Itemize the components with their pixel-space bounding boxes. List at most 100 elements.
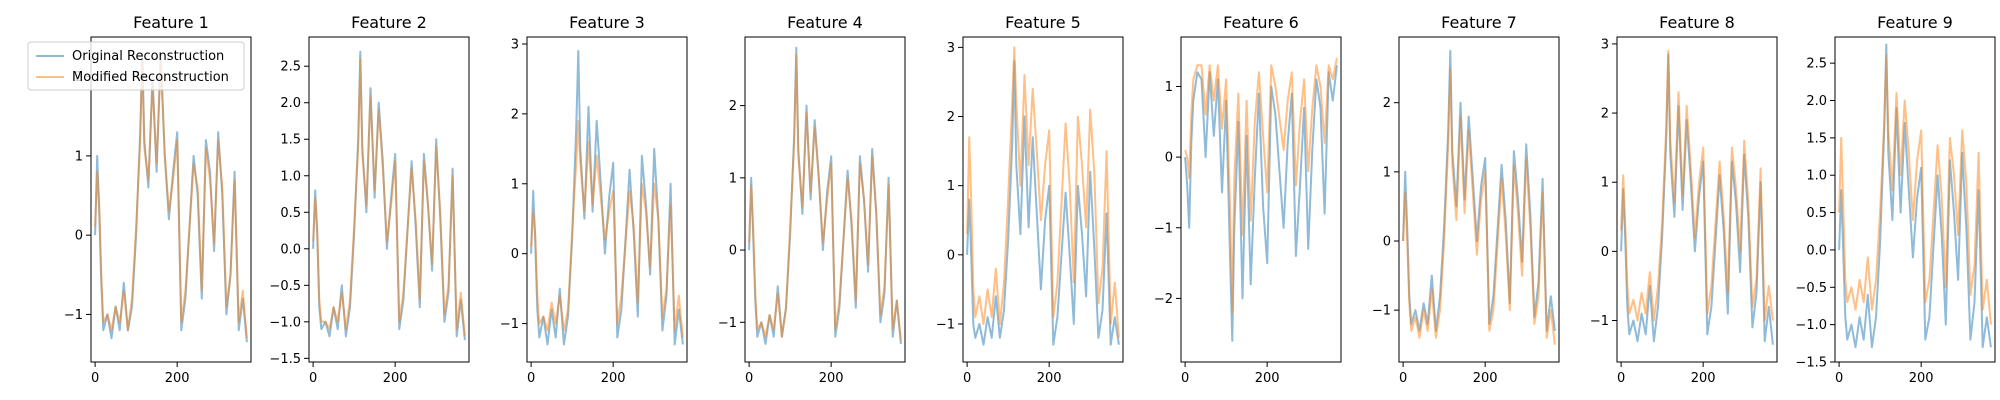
series-line-modified [1620,49,1774,322]
y-tick-label: −1 [500,317,519,332]
y-tick-label: 2 [947,110,955,125]
x-tick-label: 0 [963,371,971,386]
panel-2: 0 200 −1.5 −1.0 −0.5 0.0 0.5 1.0 1.5 2.0 2.5 Featur… [269,13,470,386]
plot-area [1399,37,1559,362]
y-tick-label: −1 [718,316,737,331]
panel-6: 0 200 −2 −1 0 1 Feature 6 [1154,13,1342,386]
x-tick-label: 0 [1399,371,1407,386]
y-tick-label: −1.5 [1795,356,1827,371]
axes-frame [90,36,252,363]
y-tick-label: −1.0 [269,315,301,330]
x-tick-label: 200 [165,371,190,386]
y-tick-label: 2.0 [1806,94,1827,109]
series-line-modified [94,59,248,339]
panel-title: Feature 3 [569,13,645,32]
legend: Original Reconstruction Modified Reconst… [27,41,245,91]
y-tick-label: 1 [947,179,955,194]
y-tick-label: 3 [511,37,519,52]
panel-title: Feature 6 [1223,13,1299,32]
y-tick-label: −0.5 [1795,281,1827,296]
series-line-modified [1184,58,1338,314]
axes-frame [308,36,470,363]
y-tick-label: 0 [729,244,737,259]
y-tick-label: 1.0 [280,169,301,184]
y-tick-label: 1.0 [1806,169,1827,184]
panel-5: 0 200 −1 0 1 2 3 Feature 5 [936,13,1124,386]
series-line-modified [530,119,684,338]
y-tick-label: 2.5 [280,60,301,75]
x-tick-label: 200 [819,371,844,386]
y-tick-label: 0 [947,248,955,263]
y-tick-label: 0.5 [280,206,301,221]
panel-title: Feature 7 [1441,13,1517,32]
y-tick-label: 2.0 [280,96,301,111]
series-line-original [1838,43,1992,349]
y-tick-label: 2 [729,99,737,114]
series-line-original [966,60,1120,346]
y-tick-label: 0 [1383,234,1391,249]
y-tick-label: −1 [1154,221,1173,236]
y-tick-label: 2 [1601,107,1609,122]
axes-frame [1616,36,1778,363]
panel-title: Feature 1 [133,13,209,32]
panel-title: Feature 8 [1659,13,1735,32]
x-tick-label: 0 [745,371,753,386]
panel-title: Feature 9 [1877,13,1953,32]
axes-frame [962,36,1124,363]
panel-9: 0 200 −1.5 −1.0 −0.5 0.0 0.5 1.0 1.5 2.0 2.5 Featur… [1795,13,1996,386]
panel-title: Feature 2 [351,13,427,32]
x-tick-label: 200 [1255,371,1280,386]
y-tick-label: 2.5 [1806,57,1827,72]
series-line-modified [748,54,902,341]
panel-4: 0 200 −1 0 1 2 Feature 4 [718,13,906,386]
y-tick-label: 1 [1165,80,1173,95]
axes-frame [526,36,688,363]
x-tick-label: 0 [309,371,317,386]
y-tick-label: 2 [511,107,519,122]
y-tick-label: −1.5 [269,352,301,367]
plot-area [745,37,905,362]
x-tick-label: 200 [1037,371,1062,386]
y-tick-label: 1.5 [1806,131,1827,146]
x-tick-label: 0 [1835,371,1843,386]
x-tick-label: 0 [527,371,535,386]
series-line-original [1184,65,1338,342]
y-tick-label: 0 [75,229,83,244]
x-tick-label: 0 [1617,371,1625,386]
y-tick-label: 1 [511,177,519,192]
y-tick-label: −1 [1590,314,1609,329]
y-tick-label: 1.5 [280,133,301,148]
y-tick-label: 1 [1383,165,1391,180]
y-tick-label: −1 [936,317,955,332]
x-tick-label: 200 [1691,371,1716,386]
x-tick-label: 200 [1909,371,1934,386]
legend-label-modified: Modified Reconstruction [72,70,229,85]
panel-7: 0 200 −1 0 1 2 Feature 7 [1372,13,1560,386]
legend-label-original: Original Reconstruction [72,49,224,64]
y-tick-label: 0.5 [1806,206,1827,221]
panel-3: 0 200 −1 0 1 2 3 Feature 3 [500,13,688,386]
x-tick-label: 0 [1181,371,1189,386]
y-tick-label: 1 [75,149,83,164]
y-tick-label: 0.0 [1806,243,1827,258]
series-line-modified [1838,54,1992,325]
plot-area [309,37,469,362]
y-tick-label: −0.5 [269,279,301,294]
x-tick-label: 200 [1473,371,1498,386]
x-tick-label: 200 [601,371,626,386]
panel-title: Feature 5 [1005,13,1081,32]
y-tick-label: 0 [511,247,519,262]
axes-frame [1834,36,1996,363]
legend-frame [27,41,245,91]
y-tick-label: 0 [1165,151,1173,166]
plot-area [527,37,687,362]
y-tick-label: 1 [729,171,737,186]
y-tick-label: 0 [1601,245,1609,260]
x-tick-label: 200 [383,371,408,386]
y-tick-label: 3 [947,41,955,56]
y-tick-label: 0.0 [280,242,301,257]
panel-title: Feature 4 [787,13,863,32]
